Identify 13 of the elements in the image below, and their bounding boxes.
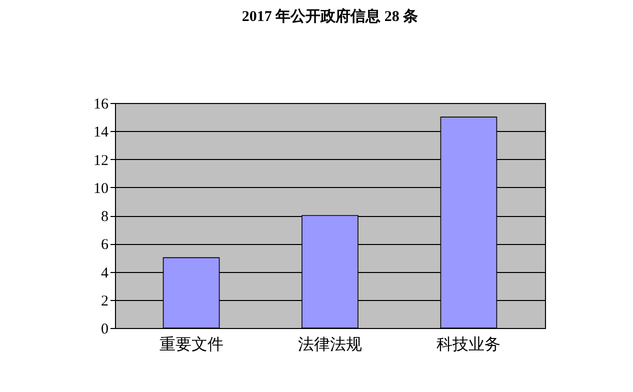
y-tick-label: 0 <box>101 322 108 338</box>
y-tick-label: 4 <box>101 265 109 282</box>
y-tick-label: 6 <box>101 237 109 254</box>
y-tick-label: 2 <box>101 293 108 310</box>
x-tick-label: 科技业务 <box>436 336 501 354</box>
y-tick-label: 12 <box>94 152 108 169</box>
x-tick-label: 重要文件 <box>159 336 224 354</box>
y-tick-label: 10 <box>94 180 108 197</box>
x-tick-label: 法律法规 <box>298 336 362 354</box>
y-tick-label: 14 <box>94 124 109 141</box>
chart-title: 2017 年公开政府信息 28 条 <box>242 7 418 25</box>
y-tick-label: 16 <box>94 96 109 112</box>
y-tick-label: 8 <box>101 209 108 225</box>
